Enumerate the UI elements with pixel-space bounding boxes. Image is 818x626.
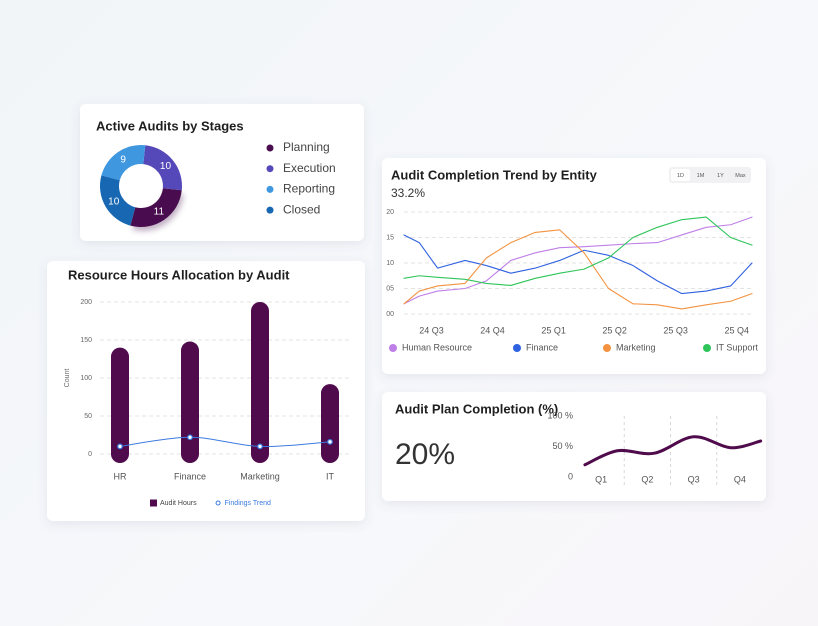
series-line [583,435,763,467]
x-tick-label: 24 Q3 [419,325,444,335]
x-tick-label: Finance [174,471,206,481]
trend-point [187,434,193,441]
slice-label: 11 [154,207,165,218]
card-title: Active Audits by Stages [96,118,244,133]
legend-label: Reporting [283,182,335,196]
pie-slice [101,145,146,181]
legend-label: Planning [283,140,330,154]
legend-marker [513,344,521,352]
pie-slice [143,145,182,191]
legend-marker [389,344,397,352]
legend-marker [703,344,711,352]
legend-marker [266,144,274,152]
y-tick-label: 05 [386,285,394,292]
x-tick-label: 25 Q3 [663,325,688,335]
slice-label: 10 [160,161,172,172]
trend-point [117,443,123,450]
x-tick-label: Q3 [688,474,700,484]
trend-line [119,436,331,447]
series-line [403,234,753,295]
y-tick-label: 100 % [547,410,573,420]
slice-label: 9 [120,155,126,166]
bar [181,341,199,463]
x-tick-label: Marketing [240,471,280,481]
legend-marker [215,500,221,506]
chart-layer: 11 10 9 10 Planning Execution Reporting Closed 0… [64,140,763,507]
x-tick-label: HR [114,471,127,481]
range-button-label[interactable]: 1Y [717,173,724,179]
x-tick-label: 24 Q4 [480,325,505,335]
x-tick-label: Q4 [734,474,746,484]
legend-marker [266,165,274,173]
card-title: Audit Plan Completion (%) [395,401,558,416]
y-tick-label: 0 [568,471,573,481]
card [47,261,365,521]
bar [321,384,339,463]
subtitle: 33.2% [391,186,425,200]
y-tick-label: 200 [80,299,92,306]
y-tick-label: 15 [386,234,394,241]
legend-marker [266,185,274,193]
bar [251,302,269,463]
legend-label: Finance [526,342,558,352]
y-tick-label: 50 % [552,441,573,451]
series-line [403,216,753,286]
legend-marker [603,344,611,352]
x-tick-label: 25 Q1 [541,325,566,335]
y-tick-label: 00 [386,311,394,318]
bar [111,347,129,463]
y-axis-label: Count [64,369,71,388]
y-tick-label: 100 [80,375,92,382]
legend-marker [266,206,274,214]
trend-point [327,438,333,445]
trend-point [257,443,263,450]
legend-marker [150,499,157,507]
y-tick-label: 150 [80,337,92,344]
legend-label: Execution [283,161,336,175]
series-line [403,216,753,305]
y-tick-label: 0 [88,451,92,458]
x-tick-label: 25 Q4 [724,325,749,335]
range-button-label[interactable]: 1M [697,173,705,179]
x-tick-label: IT [326,471,335,481]
x-tick-label: Q1 [595,474,607,484]
legend-label: Human Resource [402,342,472,352]
pie-slice [130,188,182,228]
legend-label: Findings Trend [225,500,271,507]
card [382,392,766,501]
slice-label: 10 [108,196,120,207]
legend-label: Audit Hours [160,500,197,507]
y-tick-label: 50 [84,413,92,420]
range-button[interactable] [671,169,690,181]
range-button-label[interactable]: 1D [677,173,684,179]
legend-label: Marketing [616,342,656,352]
headline: 20% [395,438,455,471]
x-tick-label: 25 Q2 [602,325,627,335]
series-line [403,229,753,310]
y-tick-label: 20 [386,209,394,216]
card-title: Audit Completion Trend by Entity [391,167,598,182]
card-title: Resource Hours Allocation by Audit [68,267,290,282]
range-button-label[interactable]: Max [735,173,746,179]
y-tick-label: 10 [386,260,394,267]
x-tick-label: Q2 [641,474,653,484]
legend-label: IT Support [716,342,758,352]
legend-label: Closed [283,202,320,216]
pie-slice [100,175,136,226]
